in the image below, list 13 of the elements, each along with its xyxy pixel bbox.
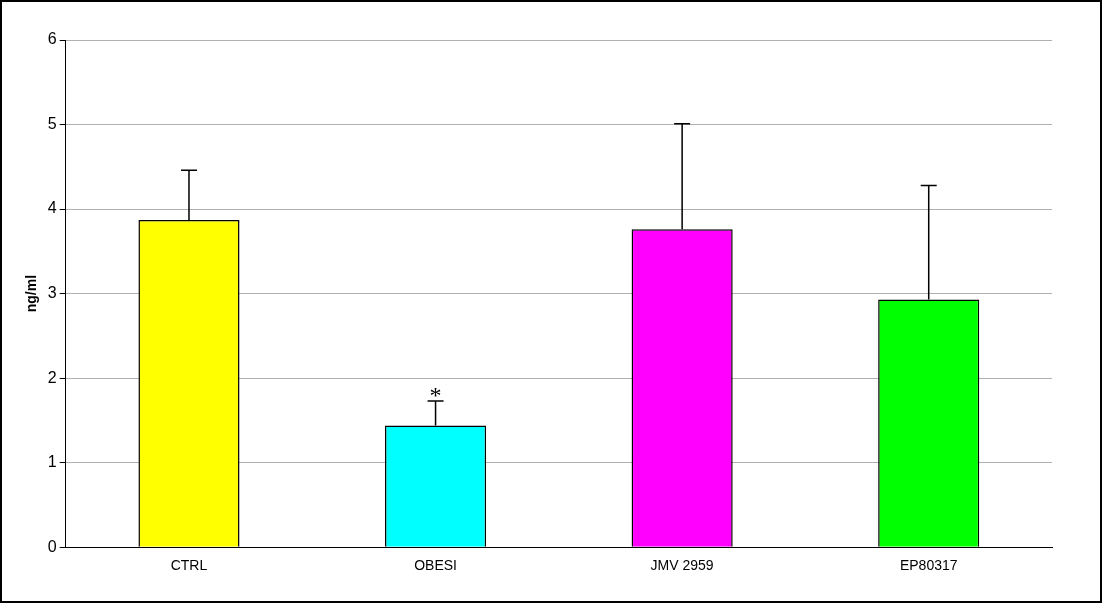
- y-tick-label: 4: [47, 199, 57, 217]
- y-tick-label: 0: [47, 537, 57, 555]
- x-tick-label: CTRL: [170, 557, 208, 574]
- x-tick-label: JMV 2959: [650, 557, 714, 574]
- y-tick-label: 2: [47, 368, 57, 386]
- y-tick-label: 5: [47, 114, 57, 132]
- y-tick-label: 6: [47, 30, 57, 48]
- x-tick-label: OBESI: [414, 557, 457, 574]
- y-tick-label: 3: [47, 284, 57, 302]
- annotation: *: [429, 382, 442, 409]
- y-tick-label: 1: [47, 453, 57, 471]
- x-tick-label: EP80317: [899, 557, 958, 574]
- y-axis-title: ng/ml: [23, 274, 40, 313]
